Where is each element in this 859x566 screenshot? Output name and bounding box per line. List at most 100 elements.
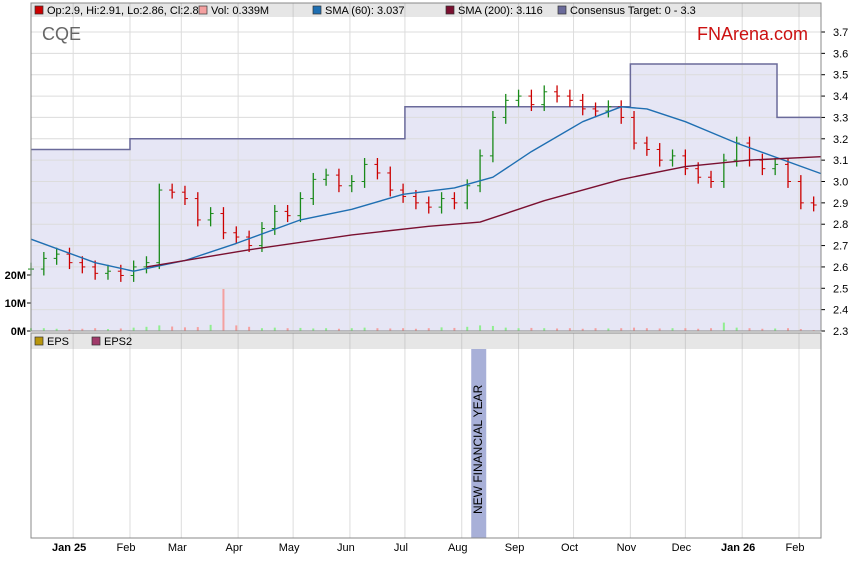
volume-bar xyxy=(171,326,174,331)
price-tick-label: 3.3 xyxy=(833,112,848,124)
legend-bar xyxy=(31,3,821,17)
x-tick-label: Jun xyxy=(337,542,355,554)
volume-bar xyxy=(722,322,725,331)
volume-bar xyxy=(697,328,700,331)
volume-bar xyxy=(684,328,687,331)
volume-bar xyxy=(774,328,777,331)
price-tick-label: 3.7 xyxy=(833,27,848,39)
price-tick-label: 2.5 xyxy=(833,283,848,295)
volume-bar xyxy=(620,328,623,331)
price-panel-border xyxy=(30,2,822,332)
volume-bar xyxy=(517,328,520,331)
legend-swatch xyxy=(557,5,567,15)
volume-tick-label: 20M xyxy=(5,270,26,282)
price-tick-label: 2.7 xyxy=(833,241,848,253)
price-tick-label: 3.6 xyxy=(833,48,848,60)
x-tick-label: Oct xyxy=(561,542,578,554)
legend-item-label: Consensus Target: 0 - 3.3 xyxy=(570,5,696,17)
volume-bar xyxy=(260,328,263,331)
price-tick-label: 3.4 xyxy=(833,91,848,103)
ticker-label: CQE xyxy=(42,24,81,44)
x-tick-label: Apr xyxy=(226,542,243,554)
lower-legend-label: EPS xyxy=(47,336,69,348)
volume-bar xyxy=(376,328,379,331)
volume-bar xyxy=(132,327,135,331)
volume-bar xyxy=(427,328,430,331)
volume-bar xyxy=(607,328,610,331)
x-tick-label: Sep xyxy=(505,542,525,554)
lower-legend-bar xyxy=(31,333,821,349)
volume-bar xyxy=(286,328,289,331)
volume-bar xyxy=(158,325,161,331)
volume-tick-label: 10M xyxy=(5,298,26,310)
volume-bar xyxy=(299,327,302,331)
x-tick-label: Jan 26 xyxy=(721,542,755,554)
volume-bar xyxy=(671,328,674,331)
legend: Op:2.9, Hi:2.91, Lo:2.86, Cl:2.89 Vol: 0.… xyxy=(34,5,696,17)
volume-bar xyxy=(735,327,738,331)
sma60-line xyxy=(30,106,822,272)
x-tick-label: Nov xyxy=(617,542,637,554)
x-tick-label: Feb xyxy=(786,542,805,554)
volume-bar xyxy=(222,289,225,331)
volume-bar xyxy=(235,325,238,331)
x-tick-label: Dec xyxy=(672,542,692,554)
price-tick-label: 3.5 xyxy=(833,70,848,82)
legend-swatch xyxy=(445,5,455,15)
consensus-target-line xyxy=(31,63,821,151)
volume-bar xyxy=(119,328,122,331)
legend-item-label: Op:2.9, Hi:2.91, Lo:2.86, Cl:2.89 xyxy=(47,5,205,17)
volume-bar xyxy=(312,328,315,331)
legend-item-label: SMA (200): 3.116 xyxy=(458,5,543,17)
volume-bar xyxy=(68,329,71,331)
volume-bar xyxy=(645,328,648,331)
volume-bar xyxy=(504,327,507,331)
volume-bar xyxy=(581,328,584,331)
lower-legend-swatch xyxy=(91,336,101,346)
x-tick-label: May xyxy=(279,542,300,554)
brand-logo: FNArena.com xyxy=(697,24,808,44)
sma200-line xyxy=(146,156,822,268)
volume-bar xyxy=(414,328,417,331)
volume-bar xyxy=(145,326,148,331)
lower-panel-border xyxy=(30,332,822,539)
volume-bar xyxy=(710,328,713,331)
volume-bar xyxy=(402,328,405,331)
volume-bar xyxy=(530,327,533,331)
volume-bar xyxy=(183,327,186,331)
x-tick-label: Aug xyxy=(448,542,468,554)
volume-bar xyxy=(568,328,571,331)
volume-bar xyxy=(453,327,456,331)
x-tick-label: Feb xyxy=(116,542,135,554)
volume-bar xyxy=(787,328,790,331)
volume-bar xyxy=(337,328,340,331)
volume-bar xyxy=(594,328,597,331)
legend-item-label: Vol: 0.339M xyxy=(211,5,269,17)
volume-bar xyxy=(543,328,546,331)
volume-bar xyxy=(94,328,97,331)
price-tick-label: 3.2 xyxy=(833,134,848,146)
consensus-target-area xyxy=(31,64,821,332)
lower-panel: Jan 25 Feb Mar Apr May Jun Jul Aug Sep Oct Nov Dec J… xyxy=(30,332,822,554)
price-panel: 3.7 3.6 3.5 3.4 3.3 3.2 3.1 3.0 2.9 2.8 2.7 2.6 2.5 2… xyxy=(5,2,848,338)
lower-legend-swatch xyxy=(34,336,44,346)
price-tick-label: 2.6 xyxy=(833,262,848,274)
volume-bar xyxy=(363,327,366,331)
legend-item-label: SMA (60): 3.037 xyxy=(325,5,405,17)
price-tick-label: 2.8 xyxy=(833,219,848,231)
price-tick-label: 3.1 xyxy=(833,155,848,167)
legend-swatch xyxy=(34,5,44,15)
volume-bar xyxy=(633,327,636,331)
new-financial-year-marker xyxy=(471,349,487,538)
x-tick-label: Jan 25 xyxy=(52,542,86,554)
volume-bar xyxy=(42,328,45,331)
volume-bar xyxy=(491,325,494,331)
new-financial-year-label: NEW FINANCIAL YEAR xyxy=(471,384,485,514)
x-tick-label: Jul xyxy=(394,542,408,554)
volume-bar xyxy=(440,327,443,331)
volume-bar xyxy=(325,328,328,331)
volume-bar xyxy=(389,328,392,331)
volume-bar xyxy=(196,327,199,331)
